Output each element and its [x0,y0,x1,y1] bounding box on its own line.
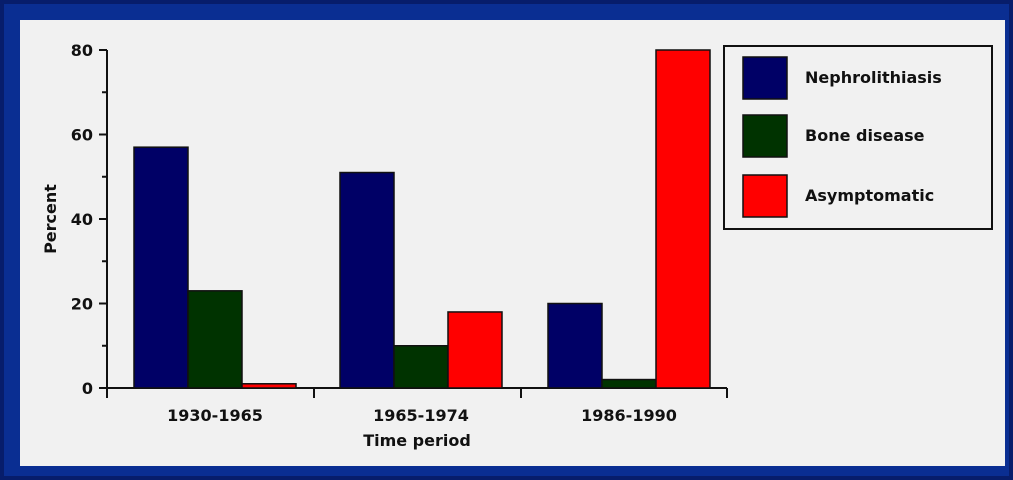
y-axis-title: Percent [41,184,60,254]
x-axis-title: Time period [363,431,471,450]
x-tick-label: 1930-1965 [167,406,263,425]
legend-label: Bone disease [805,126,925,145]
bar-nephrolithiasis-3 [547,302,603,389]
legend-swatch [742,56,788,100]
y-tick-label: 20 [71,295,93,314]
legend-label: Nephrolithiasis [805,68,942,87]
bar-nephrolithiasis-2 [339,171,395,389]
x-tick-label: 1986-1990 [581,406,677,425]
bar-bone-disease-2 [393,345,449,389]
bars [133,49,711,389]
bar-asymptomatic-2 [447,311,503,389]
legend-swatch [742,174,788,218]
bar-bone-disease-1 [187,290,243,389]
y-tick-label: 40 [71,210,93,229]
y-tick-label: 0 [82,379,93,398]
bar-asymptomatic-1 [241,383,297,389]
y-tick-label: 60 [71,126,93,145]
bar-asymptomatic-3 [655,49,711,389]
y-tick-label: 80 [71,41,93,60]
legend: Nephrolithiasis Bone disease Asymptomatic [723,45,993,230]
legend-swatch [742,114,788,158]
bar-bone-disease-3 [601,378,657,389]
x-tick-label: 1965-1974 [373,406,469,425]
x-tick-labels: 1930-1965 1965-1974 1986-1990 [167,406,677,425]
legend-box [723,45,993,230]
legend-label: Asymptomatic [805,186,934,205]
y-tick-labels: 0 20 40 60 80 [71,41,93,398]
bar-nephrolithiasis-1 [133,146,189,389]
